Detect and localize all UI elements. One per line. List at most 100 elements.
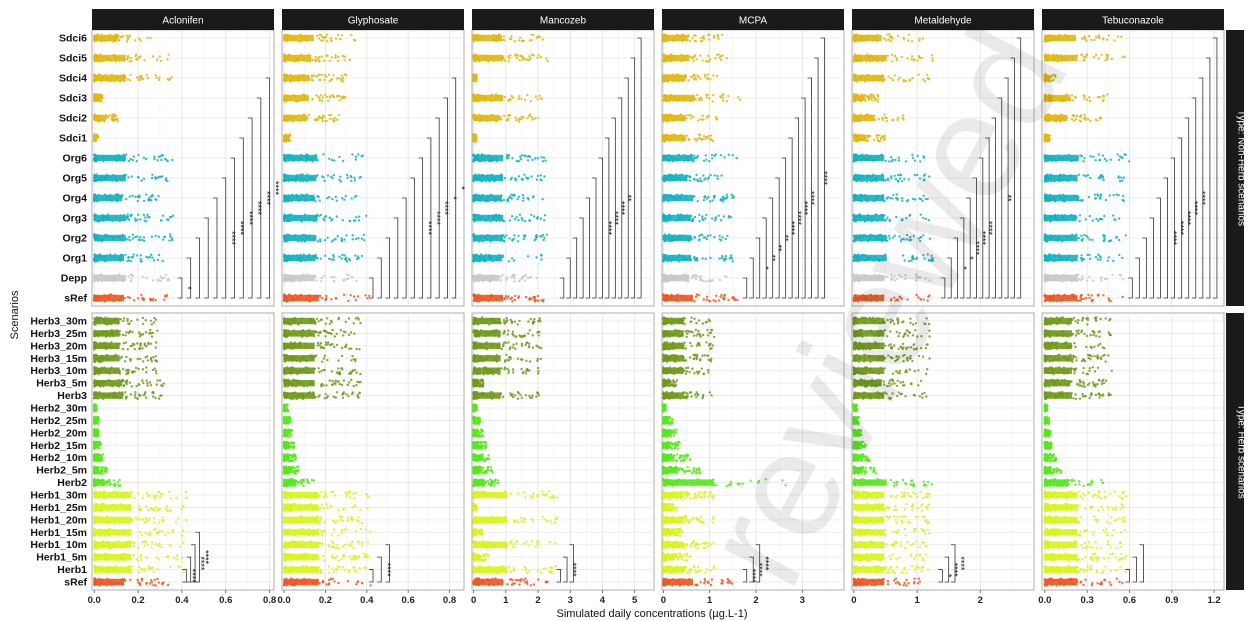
points-herb2: [1043, 477, 1105, 488]
significance-bracket: [556, 569, 561, 583]
significance-label: ****: [748, 569, 758, 584]
points-org6: [852, 153, 926, 163]
facet-title: Mancozeb: [540, 16, 587, 27]
points-herb2_25m: [852, 415, 860, 426]
significance-bracket: [186, 556, 192, 583]
strips: Aclonifen Glyphosate Mancozeb MCPA Metaldehy…: [92, 9, 1247, 590]
points-herb2_5m: [1043, 465, 1063, 475]
panel-1-3: ************ 0 1 2 3: [661, 312, 845, 606]
significance-bracket: **: [775, 177, 790, 299]
panel-1-0: ************ 0.0 0.2 0.4 0.6 0.8: [88, 312, 276, 606]
points-herb1_30m: [282, 490, 370, 500]
points-herb2_5m: [282, 465, 300, 475]
significance-bracket: ****: [951, 544, 966, 583]
x-tick-label: 0.2: [131, 595, 144, 606]
significance-label: ****: [1176, 221, 1186, 236]
points-herb2_20m: [1043, 428, 1052, 438]
points-herb2: [472, 478, 500, 488]
points-org3: [852, 213, 930, 223]
points-herb3_20m: [282, 341, 361, 351]
x-tick-label: 0.4: [175, 595, 189, 606]
points-herb3_5m: [662, 378, 679, 388]
points-herb2_20m: [282, 428, 294, 438]
significance-label: *: [183, 286, 193, 290]
points-herb3_10m: [472, 366, 540, 376]
points-herb1_30m: [1043, 490, 1128, 500]
facet-strip-2: Mancozeb: [472, 9, 654, 30]
category-label: Org5: [62, 173, 87, 185]
panel-1-1: **** 0.0 0.2 0.4 0.6 0.8: [277, 312, 465, 606]
category-label: Org6: [62, 153, 87, 165]
significance-bracket: [1142, 237, 1147, 299]
points-herb3_10m: [1043, 366, 1114, 376]
points-herb2_15m: [93, 440, 102, 450]
category-label: Herb3: [57, 390, 87, 402]
points-sdci1: [472, 133, 478, 143]
points-sref: [852, 293, 931, 303]
points-herb1_15m: [282, 527, 372, 537]
points-herb1_25m: [472, 502, 478, 512]
points-herb2_30m: [93, 403, 98, 413]
points-herb3_20m: [852, 341, 929, 351]
x-tick-label: 1.2: [1208, 595, 1221, 606]
points-sdci2: [662, 113, 719, 123]
category-label: Herb1_10m: [30, 539, 87, 551]
category-label: Herb1_5m: [36, 552, 87, 564]
points-sref: [282, 577, 372, 587]
points-herb1_10m: [472, 540, 557, 550]
points-sdci5: [282, 53, 351, 63]
points-herb3_25m: [662, 328, 716, 339]
x-tick-label: 0.4: [360, 595, 374, 606]
points-herb3_10m: [93, 366, 158, 376]
x-tick-label: 2: [535, 595, 540, 606]
x-tick-label: 0.2: [319, 595, 332, 606]
significance-bracket: [624, 77, 629, 299]
significance-bracket: [385, 544, 390, 583]
significance-bracket: [585, 197, 590, 299]
points-sdci5: [1043, 53, 1127, 63]
points-herb3_15m: [282, 353, 357, 363]
points-herb2: [662, 477, 787, 488]
points-sdci6: [852, 33, 925, 43]
significance-bracket: ****: [435, 117, 450, 299]
significance-bracket: ****: [256, 97, 272, 299]
points-herb3_30m: [93, 316, 157, 326]
points-sdci1: [93, 133, 100, 143]
significance-label: ****: [793, 211, 803, 226]
points-herb1_10m: [662, 540, 715, 550]
points-org1: [1043, 253, 1124, 263]
points-herb2_30m: [282, 403, 290, 413]
significance-bracket: ****: [755, 544, 771, 583]
points-depp: [282, 273, 358, 283]
points-herb2_20m: [93, 428, 100, 438]
points-herb2: [282, 477, 316, 488]
points-herb2: [852, 478, 934, 488]
points-herb3: [282, 391, 361, 401]
x-tick-label: 0.6: [219, 595, 232, 606]
points-herb3_25m: [852, 328, 931, 338]
facet-strip-1: Glyphosate: [282, 9, 464, 30]
significance-bracket: [572, 237, 578, 299]
points-herb1_5m: [852, 552, 928, 562]
significance-label: ****: [196, 556, 206, 571]
points-org4: [1043, 193, 1125, 203]
points-herb2_5m: [472, 465, 494, 475]
significance-bracket: ****: [814, 57, 829, 299]
significance-bracket: [1149, 217, 1154, 299]
points-herb1_10m: [852, 540, 928, 550]
significance-label: ****: [382, 563, 392, 578]
category-label: Herb3_10m: [30, 365, 87, 377]
significance-bracket: [1125, 569, 1130, 583]
significance-bracket: [947, 257, 952, 299]
points-herb2_5m: [662, 465, 702, 475]
points-herb1_30m: [93, 490, 188, 500]
points-herb3_5m: [282, 378, 362, 388]
x-tick-label: 0.6: [402, 595, 415, 606]
points-org6: [93, 153, 174, 163]
significance-bracket: ****: [426, 137, 442, 299]
points-herb1_10m: [1043, 540, 1123, 550]
points-sdci2: [282, 113, 341, 123]
points-herb3_20m: [1043, 341, 1106, 351]
points-org4: [662, 193, 735, 203]
points-herb1_20m: [93, 515, 188, 525]
